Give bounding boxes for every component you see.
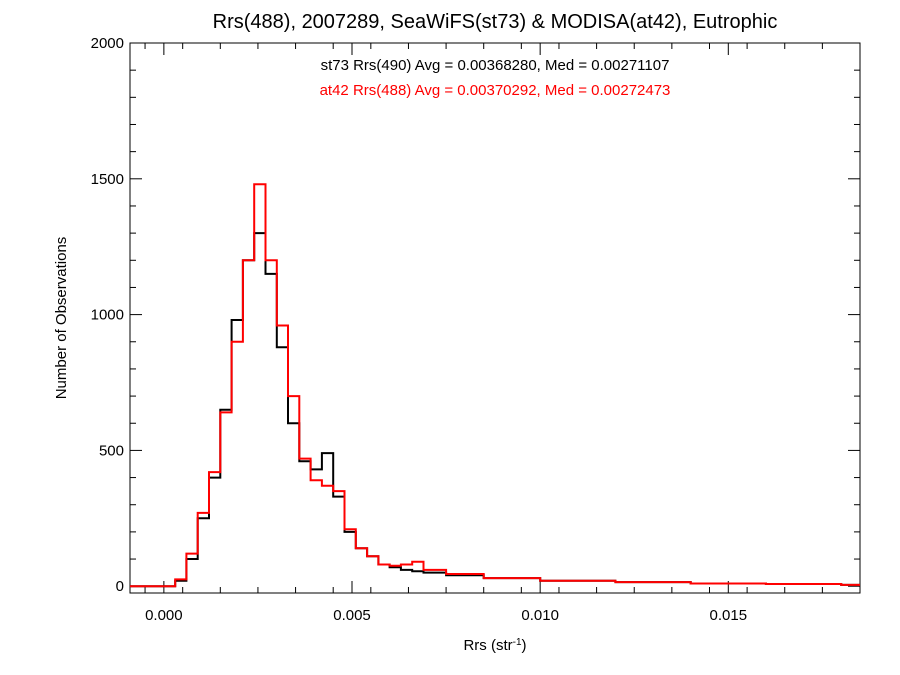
series-layer bbox=[130, 183, 860, 588]
plot-frame bbox=[129, 42, 861, 594]
y-axis: 0 500 1000 1500 2000 bbox=[91, 35, 860, 595]
y-tick-label: 0 bbox=[116, 578, 124, 595]
at42-annotation: at42 Rrs(488) Avg = 0.00370292, Med = 0.… bbox=[320, 82, 671, 99]
chart-title: Rrs(488), 2007289, SeaWiFS(st73) & MODIS… bbox=[213, 11, 778, 33]
y-tick-label: 500 bbox=[99, 442, 124, 459]
y-tick-label: 1500 bbox=[91, 171, 124, 188]
st73-annotation: st73 Rrs(490) Avg = 0.00368280, Med = 0.… bbox=[321, 57, 670, 74]
x-tick-label: 0.005 bbox=[333, 607, 371, 624]
y-tick-label: 2000 bbox=[91, 35, 124, 52]
x-tick-label: 0.010 bbox=[521, 607, 559, 624]
series-line-at42 bbox=[130, 183, 860, 588]
x-axis: 0.000 0.005 0.010 0.015 bbox=[144, 43, 823, 624]
y-axis-label: Number of Observations bbox=[53, 237, 70, 400]
y-tick-label: 1000 bbox=[91, 307, 124, 324]
x-tick-label: 0.000 bbox=[145, 607, 183, 624]
series-line-st73 bbox=[130, 232, 860, 588]
x-tick-label: 0.015 bbox=[710, 607, 748, 624]
x-axis-label: Rrs (str-1) bbox=[463, 637, 526, 655]
